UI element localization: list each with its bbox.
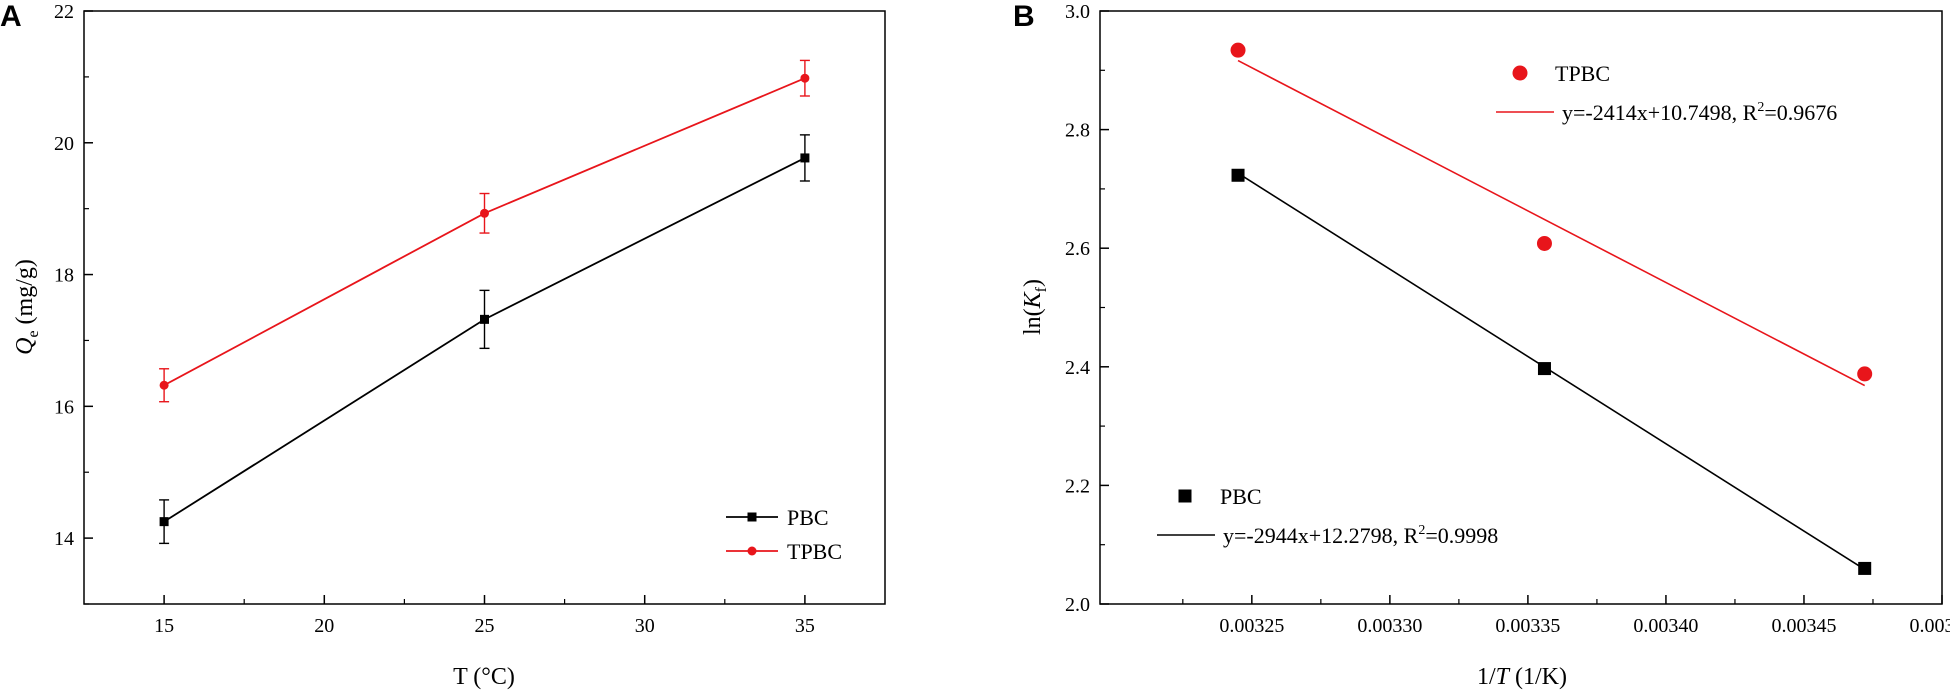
- chart-b-x-tick-label: 0.00325: [1219, 615, 1284, 637]
- chart-a-data-point: [800, 153, 809, 162]
- chart-b-x-tick-label: 0.00330: [1357, 615, 1422, 637]
- chart-b-data-point: [1858, 562, 1871, 575]
- legend-label: PBC: [1220, 484, 1262, 509]
- chart-a-legend-item-tpbc: TPBC: [726, 539, 842, 564]
- legend-fit-equation: y=-2414x+10.7498, R2=0.9676: [1562, 100, 1837, 125]
- legend-label: PBC: [787, 505, 829, 530]
- chart-b-data-point: [1537, 236, 1552, 251]
- chart-b-data-point: [1232, 169, 1245, 182]
- chart-b-y-tick-label: 2.8: [1065, 120, 1090, 142]
- chart-a-data-point: [160, 517, 169, 526]
- chart-a-x-tick-label: 25: [475, 615, 495, 637]
- chart-a: PBC TPBC 15 20 25 30 35 14 16 18 20 22 T (°C) Qe (…: [12, 1, 885, 690]
- chart-a-x-axis-title: T (°C): [453, 664, 515, 690]
- chart-a-data-point: [480, 315, 489, 324]
- legend-marker: [1513, 66, 1528, 81]
- chart-a-legend-item-pbc: PBC: [726, 505, 829, 530]
- chart-a-x-tick-label: 15: [154, 615, 174, 637]
- legend-fit-equation: y=-2944x+12.2798, R2=0.9998: [1223, 523, 1498, 548]
- panel-b-letter: B: [1013, 0, 1035, 33]
- chart-a-data-point: [160, 381, 169, 390]
- legend-label: TPBC: [787, 539, 842, 564]
- chart-b-x-tick-label: 0.00350: [1910, 615, 1950, 637]
- chart-a-x-tick-label: 30: [635, 615, 655, 637]
- chart-b-x-tick-label: 0.00340: [1633, 615, 1698, 637]
- chart-a-x-tick-label: 35: [795, 615, 815, 637]
- chart-a-y-tick-label: 22: [54, 1, 74, 23]
- chart-a-series-tpbc: [159, 60, 810, 401]
- chart-b-legend: TPBC y=-2414x+10.7498, R2=0.9676 PBC y=-294…: [1157, 61, 1837, 548]
- chart-b-x-tick-label: 0.00345: [1771, 615, 1836, 637]
- legend-label: TPBC: [1555, 61, 1610, 86]
- chart-b: TPBC y=-2414x+10.7498, R2=0.9676 PBC y=-294…: [1020, 1, 1950, 690]
- chart-b-legend-item-pbc: PBC y=-2944x+12.2798, R2=0.9998: [1157, 484, 1498, 548]
- chart-a-legend: PBC TPBC: [726, 505, 842, 564]
- chart-a-data-point: [800, 74, 809, 83]
- chart-a-x-tick-label: 20: [314, 615, 334, 637]
- chart-b-legend-item-tpbc: TPBC y=-2414x+10.7498, R2=0.9676: [1496, 61, 1837, 125]
- chart-b-y-axis-title: ln(Kf): [1020, 279, 1050, 335]
- chart-b-x-axis-title: 1/T (1/K): [1477, 664, 1567, 690]
- legend-marker: [1179, 490, 1192, 503]
- chart-b-y-tick-label: 2.2: [1065, 475, 1090, 497]
- chart-b-series-pbc: [1232, 169, 1872, 575]
- chart-b-y-tick-label: 2.6: [1065, 238, 1090, 260]
- chart-a-data-point: [480, 209, 489, 218]
- chart-b-data-point: [1231, 43, 1246, 58]
- chart-a-y-tick-label: 14: [54, 528, 74, 550]
- legend-marker: [748, 547, 757, 556]
- panel-a-letter: A: [0, 0, 22, 33]
- legend-marker: [748, 513, 757, 522]
- chart-b-series-tpbc: [1231, 43, 1873, 386]
- chart-b-y-tick-label: 2.0: [1065, 594, 1090, 616]
- chart-b-fit-line: [1238, 173, 1865, 569]
- chart-b-data-point: [1857, 366, 1872, 381]
- chart-a-y-tick-label: 18: [54, 265, 74, 287]
- chart-a-y-axis-title: Qe (mg/g): [12, 259, 42, 355]
- chart-a-y-tick-label: 20: [54, 133, 74, 155]
- chart-b-y-tick-label: 2.4: [1065, 357, 1090, 379]
- chart-b-data-point: [1538, 362, 1551, 375]
- chart-b-y-tick-label: 3.0: [1065, 1, 1090, 23]
- chart-a-y-tick-label: 16: [54, 396, 74, 418]
- chart-b-x-tick-label: 0.00335: [1495, 615, 1560, 637]
